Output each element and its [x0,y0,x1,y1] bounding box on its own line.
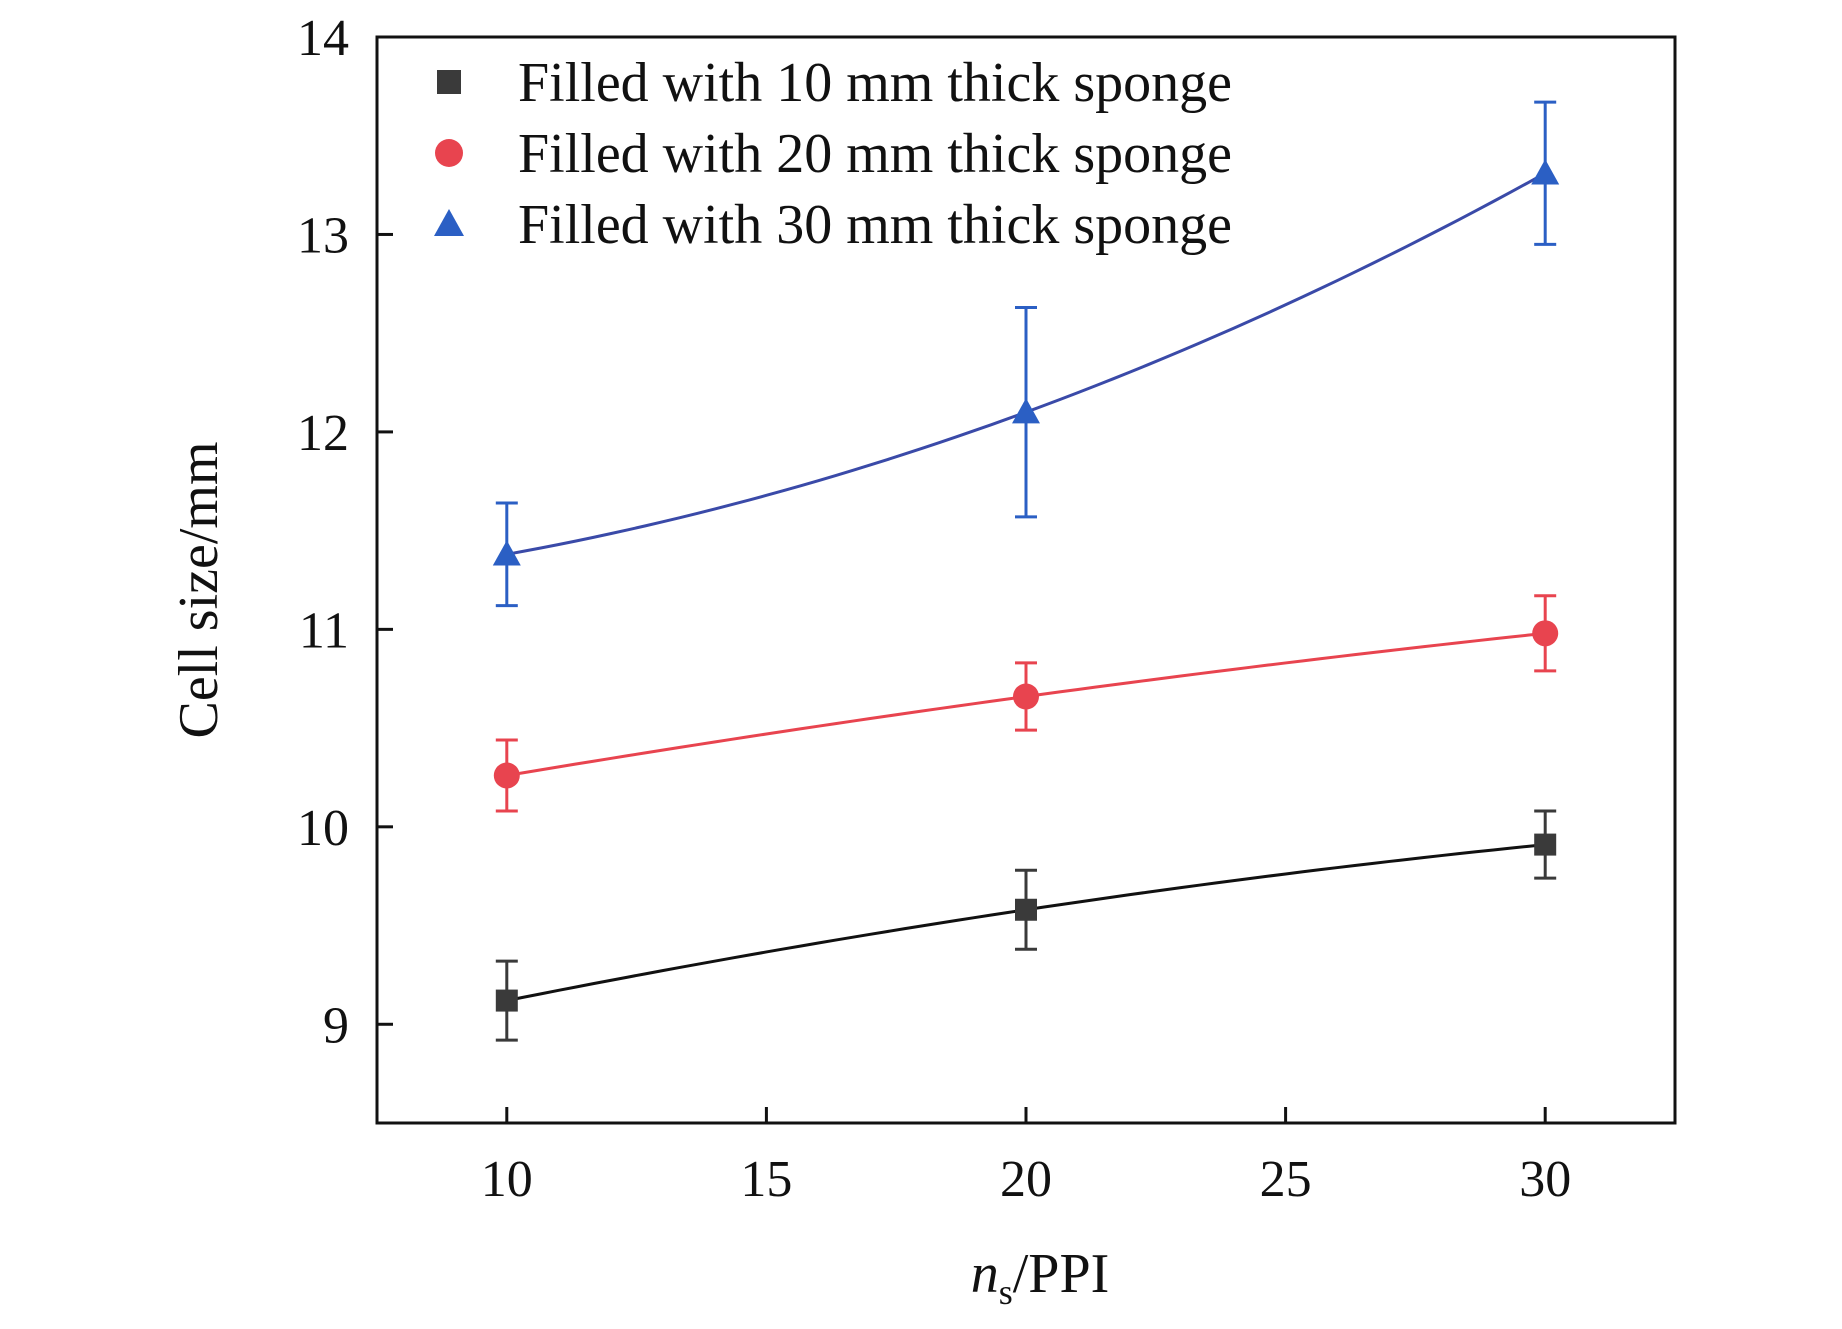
y-tick-label: 10 [297,800,349,857]
x-axis-label-rest: /PPI [1013,1243,1110,1305]
y-axis-ticks: 9 10 11 12 13 14 [297,10,393,1054]
legend-item: Filled with 10 mm thick sponge [437,52,1232,114]
x-tick-label: 20 [1000,1151,1052,1208]
legend-marker [434,209,464,236]
data-point [1015,898,1037,921]
y-tick-label: 11 [299,602,349,659]
y-axis-label: Cell size/mm [168,441,230,738]
legend-label: Filled with 10 mm thick sponge [518,52,1232,114]
y-tick-label: 12 [297,405,349,462]
legend-label: Filled with 30 mm thick sponge [518,194,1232,256]
x-axis-ticks: 10 15 20 25 30 [481,1107,1571,1208]
legend-item: Filled with 20 mm thick sponge [435,123,1232,185]
legend-marker [437,70,461,94]
data-point [492,540,521,566]
series-2 [493,594,1559,813]
data-point [493,762,520,789]
data-point [1531,159,1560,185]
data-series [492,100,1560,1042]
data-point [1012,398,1040,424]
legend-label: Filled with 20 mm thick sponge [518,123,1232,185]
x-axis-label-main: n [971,1243,999,1305]
series-3 [492,100,1560,608]
x-tick-label: 15 [740,1151,792,1208]
data-point [1532,620,1559,647]
y-tick-label: 13 [297,207,349,264]
legend-item: Filled with 30 mm thick sponge [434,194,1232,256]
x-axis-label-sub: s [999,1272,1013,1312]
legend: Filled with 10 mm thick sponge Filled wit… [434,52,1232,256]
series-1 [495,809,1557,1042]
x-axis-label: ns/PPI [971,1243,1110,1312]
y-tick-label: 9 [323,997,349,1054]
data-point [1534,833,1557,856]
y-tick-label: 14 [297,10,349,67]
data-point [495,989,518,1012]
x-tick-label: 25 [1260,1151,1312,1208]
data-point [1013,683,1039,710]
x-tick-label: 10 [481,1151,533,1208]
x-tick-label: 30 [1519,1151,1571,1208]
legend-marker [435,139,463,167]
